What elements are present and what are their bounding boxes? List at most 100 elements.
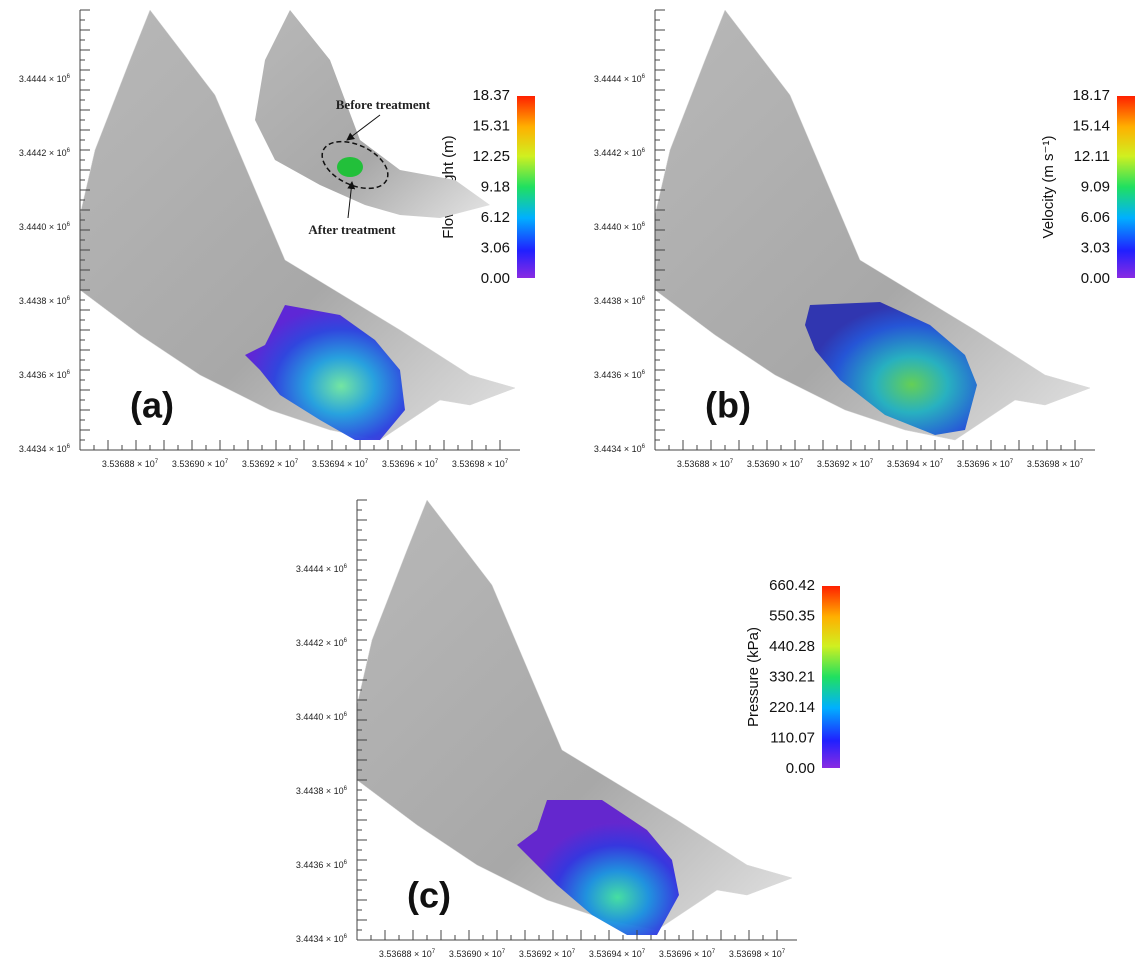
y-tick-label: 3.4436 × 106 — [19, 370, 71, 381]
tick-exp: 6 — [344, 638, 348, 644]
tick-base: 3.53688 × 10 — [102, 459, 155, 469]
inset: Before treatment After treatment — [255, 10, 490, 237]
tick-exp: 6 — [67, 370, 71, 376]
tick-base: 3.53698 × 10 — [452, 459, 505, 469]
y-tick-label: 3.4438 × 106 — [19, 296, 71, 307]
arrow — [346, 114, 381, 141]
tick-exp: 6 — [67, 148, 71, 154]
y-tick-label: 3.4444 × 106 — [594, 74, 646, 85]
colorbar-tick-label: 330.21 — [769, 668, 815, 685]
tick-base: 3.4444 × 10 — [594, 74, 642, 84]
flow-area — [517, 800, 679, 935]
colorbar-tick-label: 110.07 — [770, 729, 815, 746]
tick-exp: 7 — [432, 949, 436, 955]
colorbar-tick-label: 440.28 — [769, 638, 815, 655]
tick-exp: 7 — [800, 459, 804, 465]
inset-terrain — [255, 10, 490, 218]
tick-exp: 6 — [344, 564, 348, 570]
tick-base: 3.4442 × 10 — [19, 148, 67, 158]
x-tick-label: 3.53696 × 107 — [957, 459, 1014, 470]
tick-base: 3.53694 × 10 — [312, 459, 365, 469]
y-tick-label: 3.4442 × 106 — [296, 638, 348, 649]
tick-exp: 6 — [67, 74, 71, 80]
y-tick-label: 3.4442 × 106 — [594, 148, 646, 159]
x-tick-label: 3.53696 × 107 — [659, 949, 716, 959]
x-tick-label: 3.53690 × 107 — [172, 459, 229, 470]
colorbar-tick-label: 550.35 — [769, 607, 815, 624]
colorbar-tick-label: 6.06 — [1081, 209, 1110, 226]
tick-base: 3.53696 × 10 — [659, 949, 712, 959]
tick-base: 3.53696 × 10 — [957, 459, 1010, 469]
tick-exp: 7 — [295, 459, 299, 465]
tick-exp: 6 — [67, 222, 71, 228]
colorbar-tick-label: 12.11 — [1074, 148, 1110, 165]
x-tick-label: 3.53698 × 107 — [729, 949, 786, 959]
tick-exp: 7 — [730, 459, 734, 465]
x-tick-label: 3.53696 × 107 — [382, 459, 439, 470]
terrain — [654, 9, 1091, 441]
colorbar-tick-label: 15.31 — [472, 117, 510, 134]
panel-label: (b) — [705, 385, 751, 426]
colorbar-tick-label: 3.03 — [1081, 239, 1110, 256]
tick-exp: 6 — [642, 222, 646, 228]
flow-area — [245, 305, 405, 440]
tick-base: 3.53696 × 10 — [382, 459, 435, 469]
y-tick-label: 3.4438 × 106 — [296, 786, 348, 797]
y-tick-label: 3.4440 × 106 — [594, 222, 646, 233]
tick-exp: 7 — [1080, 459, 1084, 465]
colorbar-tick-label: 220.14 — [769, 699, 815, 716]
tick-base: 3.4444 × 10 — [19, 74, 67, 84]
colorbar — [822, 586, 840, 768]
tick-base: 3.4436 × 10 — [594, 370, 642, 380]
tick-exp: 6 — [67, 444, 71, 450]
colorbar-tick-label: 9.18 — [481, 178, 510, 195]
y-tick-label: 3.4434 × 106 — [296, 934, 348, 945]
colorbar-tick-label: 0.00 — [481, 270, 510, 287]
y-tick-label: 3.4440 × 106 — [296, 712, 348, 723]
tick-exp: 7 — [1010, 459, 1014, 465]
before-extent — [321, 140, 389, 190]
tick-exp: 7 — [712, 949, 716, 955]
x-tick-label: 3.53690 × 107 — [449, 949, 506, 959]
tick-base: 3.53690 × 10 — [172, 459, 225, 469]
colorbar-tick-label: 15.14 — [1072, 117, 1110, 134]
tick-exp: 7 — [365, 459, 369, 465]
x-tick-label: 3.53692 × 107 — [817, 459, 874, 470]
colorbar — [517, 96, 535, 278]
panel-label: (a) — [130, 385, 174, 426]
y-tick-label: 3.4436 × 106 — [296, 860, 348, 871]
x-tick-label: 3.53690 × 107 — [747, 459, 804, 470]
tick-exp: 7 — [782, 949, 786, 955]
x-tick-label: 3.53698 × 107 — [452, 459, 509, 470]
tick-base: 3.53694 × 10 — [589, 949, 642, 959]
tick-base: 3.53688 × 10 — [379, 949, 432, 959]
tick-base: 3.53692 × 10 — [519, 949, 572, 959]
y-tick-label: 3.4440 × 106 — [19, 222, 71, 233]
tick-exp: 7 — [505, 459, 509, 465]
x-tick-label: 3.53688 × 107 — [379, 949, 436, 959]
colorbar-tick-label: 18.37 — [472, 87, 510, 104]
y-tick-label: 3.4438 × 106 — [594, 296, 646, 307]
tick-base: 3.4434 × 10 — [296, 934, 344, 944]
tick-base: 3.53692 × 10 — [817, 459, 870, 469]
colorbar-tick-label: 660.42 — [769, 577, 815, 594]
tick-base: 3.4436 × 10 — [296, 860, 344, 870]
tick-base: 3.53690 × 10 — [449, 949, 502, 959]
tick-exp: 7 — [155, 459, 159, 465]
tick-base: 3.4440 × 10 — [296, 712, 344, 722]
tick-exp: 6 — [642, 444, 646, 450]
y-tick-label: 3.4434 × 106 — [19, 444, 71, 455]
tick-exp: 7 — [502, 949, 506, 955]
y-tick-label: 3.4434 × 106 — [594, 444, 646, 455]
tick-exp: 7 — [940, 459, 944, 465]
colorbar-tick-label: 0.00 — [1081, 270, 1110, 287]
tick-base: 3.53690 × 10 — [747, 459, 800, 469]
tick-exp: 6 — [344, 934, 348, 940]
tick-exp: 7 — [225, 459, 229, 465]
annotation: After treatment — [308, 222, 396, 237]
